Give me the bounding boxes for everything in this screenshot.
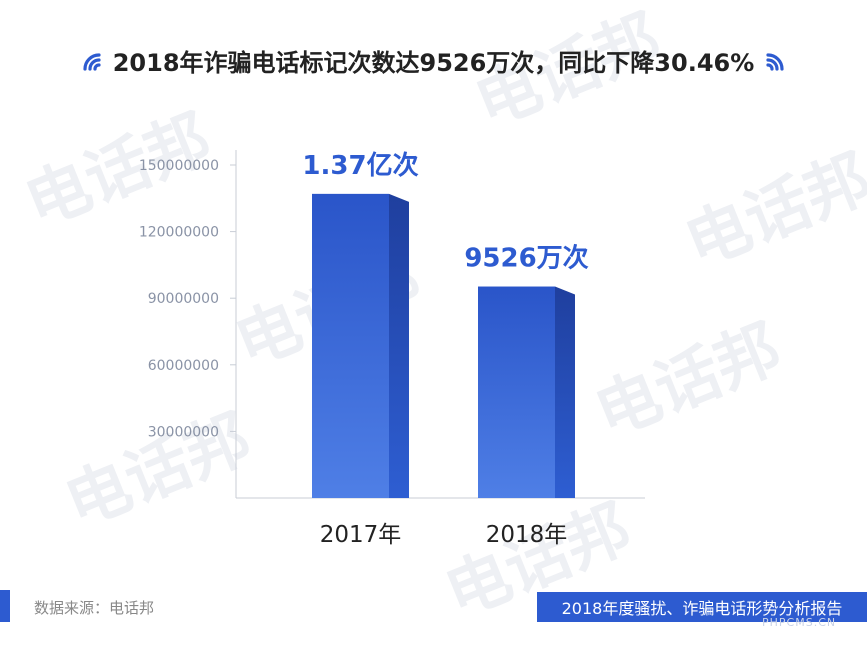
y-tick-label: 90000000 [148,291,219,307]
x-category-label: 2018年 [486,522,568,548]
signal-right-icon [764,49,786,71]
y-tick-label: 150000000 [139,158,219,174]
title-row: 2018年诈骗电话标记次数达9526万次，同比下降30.46% [0,40,867,80]
site-watermark: PHPCMS.CN [762,616,837,629]
bar-side-2 [555,286,575,498]
chart-title: 2018年诈骗电话标记次数达9526万次，同比下降30.46% [112,48,755,77]
y-tick-label: 120000000 [139,225,219,241]
y-tick-label: 30000000 [148,424,219,440]
report-banner: 2018年度骚扰、诈骗电话形势分析报告 [537,592,867,622]
x-category-label: 2017年 [320,522,402,548]
bar-2 [478,286,555,498]
data-label-2: 9526万次 [464,244,588,274]
data-source: 数据来源：电话邦 [34,599,155,617]
bar-side-1 [389,193,409,499]
data-label-1: 1.37亿次 [302,151,418,181]
y-tick-label: 60000000 [148,358,219,374]
signal-left-icon [81,49,103,71]
bar-1 [312,193,389,499]
footer-accent-bar [0,590,10,622]
